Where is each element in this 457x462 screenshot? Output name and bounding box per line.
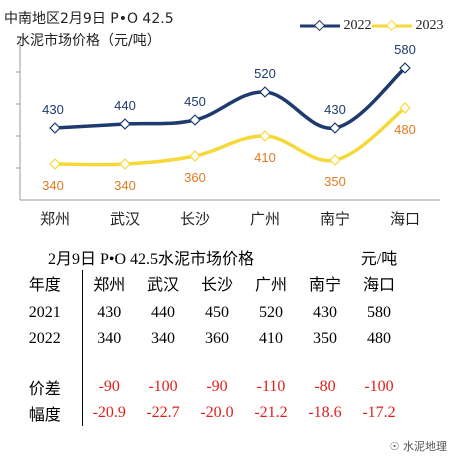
table-header-row: 年度 郑州 武汉 长沙 广州 南宁 海口 <box>8 270 406 296</box>
table-cell: 520 <box>259 304 283 321</box>
table-diff-cell: -110 <box>256 378 286 395</box>
table-cell: 360 <box>205 330 229 347</box>
x-tick-label: 广州 <box>250 210 280 228</box>
series-2022-data-label: 430 <box>324 102 346 117</box>
table-gap-row <box>8 352 406 374</box>
table-diff-cell: -100 <box>148 378 178 395</box>
table-header-city: 长沙 <box>200 277 233 294</box>
table-diff-cell: -90 <box>98 378 120 395</box>
series-2023-data-label: 350 <box>324 174 346 189</box>
series-2023-point <box>399 102 411 114</box>
x-tick-label: 长沙 <box>180 210 210 228</box>
table-cell: 410 <box>259 330 283 347</box>
table-diff-cell: -80 <box>314 378 336 395</box>
legend-2023-label: 2023 <box>415 18 444 33</box>
table-title-row: 2月9日 P•O 42.5水泥市场价格 元/吨 <box>8 244 406 270</box>
series-2023-line <box>54 106 407 167</box>
watermark-text: 水泥地理 <box>403 440 447 453</box>
series-2022-point <box>259 86 271 98</box>
table-pct-cell: -20.9 <box>92 404 126 421</box>
table-header-city: 广州 <box>254 277 287 294</box>
table-row: 2022 340 340 360 410 350 480 <box>8 326 406 352</box>
table-spacer <box>8 296 83 300</box>
table-row-label: 2021 <box>8 300 83 326</box>
series-2022-data-label: 520 <box>254 66 276 81</box>
table-header-city: 武汉 <box>146 277 179 294</box>
x-tick-label: 南宁 <box>320 210 350 228</box>
series-2023-data-label: 480 <box>394 122 416 137</box>
table-diff-cell: -100 <box>364 378 394 395</box>
series-2023-point <box>329 154 341 166</box>
series-2023-data-label: 340 <box>42 178 64 193</box>
series-2023-point <box>119 158 131 170</box>
table-cell: 340 <box>97 330 122 347</box>
chart-title-line2: 水泥市场价格（元/吨） <box>16 33 161 49</box>
legend-2022-label: 2022 <box>343 18 372 33</box>
x-tick-label: 郑州 <box>40 210 70 228</box>
legend-2023-swatch <box>372 19 412 31</box>
price-table: 2月9日 P•O 42.5水泥市场价格 元/吨年度 郑州 武汉 长沙 广州 南宁 海口 2021… <box>8 244 406 426</box>
table-cell: 480 <box>367 330 391 347</box>
table-cell: 350 <box>313 330 337 347</box>
table-cell: 430 <box>313 304 337 321</box>
legend-2022: 2022 <box>300 18 372 34</box>
table-gap <box>82 352 406 374</box>
table-cell: 580 <box>367 304 391 321</box>
table-row: 2021 430 440 450 520 430 580 <box>8 300 406 326</box>
table-pct-cell: -18.6 <box>308 404 342 421</box>
series-2022-point <box>329 122 341 134</box>
table-diff-row: 价差 -90 -100 -90 -110 -80 -100 <box>8 374 406 400</box>
x-tick-label: 武汉 <box>110 210 140 228</box>
series-2023-point <box>49 158 61 170</box>
table-spacer-row <box>8 296 406 300</box>
series-2023-point <box>189 150 201 162</box>
table-cell: 430 <box>97 304 122 321</box>
legend-2022-swatch <box>300 19 340 31</box>
series-2022-line <box>54 66 407 130</box>
table-unit: 元/吨 <box>360 251 398 268</box>
x-tick-label: 海口 <box>390 210 420 228</box>
table-diff-cell: -90 <box>206 378 228 395</box>
table-gap <box>8 352 83 374</box>
table-header-label: 年度 <box>8 270 83 296</box>
series-2022-data-label: 450 <box>184 94 206 109</box>
line-chart: 430 440 450 520 430 580 340 340 360 410 350 480 郑州 武汉… <box>16 40 440 228</box>
series-2022-data-label: 430 <box>42 102 64 117</box>
table-header-city: 郑州 <box>93 277 126 294</box>
watermark: ☉ 水泥地理 <box>390 438 447 454</box>
table-diff-label: 价差 <box>8 374 83 400</box>
series-2022-point <box>49 122 61 134</box>
series-2022-data-label: 580 <box>394 42 416 57</box>
table-pct-cell: -17.2 <box>362 404 396 421</box>
series-2023-data-label: 340 <box>114 178 136 193</box>
series-2022-point <box>189 114 201 126</box>
table-row-label: 2022 <box>8 326 83 352</box>
table-header-city: 海口 <box>362 277 395 294</box>
legend-2023: 2023 <box>372 18 444 34</box>
table-cell: 440 <box>151 304 175 321</box>
table-cell: 340 <box>151 330 175 347</box>
table-pct-cell: -22.7 <box>146 404 180 421</box>
table-pct-row: 幅度 -20.9 -22.7 -20.0 -21.2 -18.6 -17.2 <box>8 400 406 426</box>
series-2022-data-label: 440 <box>114 98 136 113</box>
table-pct-label: 幅度 <box>8 400 83 426</box>
series-2023-point <box>259 130 271 142</box>
table-pct-cell: -21.2 <box>254 404 288 421</box>
chart-title-line1: 中南地区2月9日 P•O 42.5 <box>4 11 174 27</box>
watermark-logo-icon: ☉ <box>389 440 400 453</box>
table-title: 2月9日 P•O 42.5水泥市场价格 <box>48 251 255 268</box>
table-header-city: 南宁 <box>308 277 341 294</box>
series-2022-point <box>399 62 411 74</box>
table-cell: 450 <box>205 304 229 321</box>
table-pct-cell: -20.0 <box>200 404 234 421</box>
series-2023-data-label: 360 <box>184 170 206 185</box>
series-2023-data-label: 410 <box>254 150 276 165</box>
series-2022-point <box>119 118 131 130</box>
